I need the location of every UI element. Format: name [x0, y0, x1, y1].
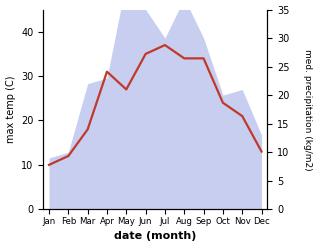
Y-axis label: max temp (C): max temp (C)	[5, 76, 16, 143]
Y-axis label: med. precipitation (kg/m2): med. precipitation (kg/m2)	[303, 49, 313, 170]
X-axis label: date (month): date (month)	[114, 231, 197, 242]
